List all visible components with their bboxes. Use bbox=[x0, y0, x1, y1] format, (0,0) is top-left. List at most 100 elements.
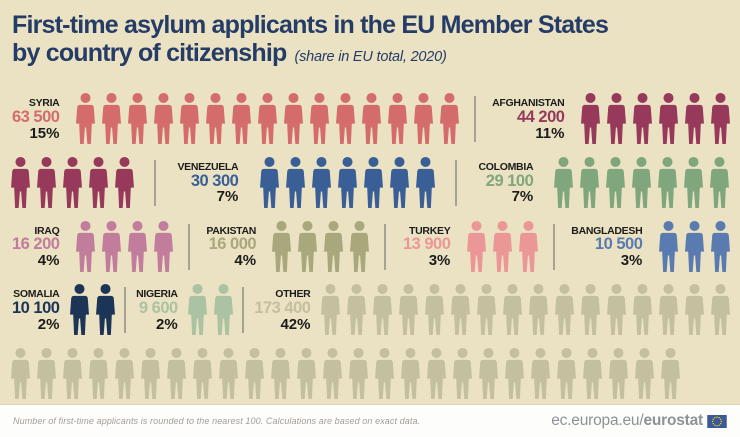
country-name: SOMALIA bbox=[13, 288, 60, 301]
person-icon bbox=[632, 284, 652, 336]
eurostat-url-bold: eurostat bbox=[643, 412, 703, 429]
person-icon bbox=[426, 347, 446, 399]
group-label-pakistan: PAKISTAN 16 000 4% bbox=[206, 224, 257, 270]
country-name: COLOMBIA bbox=[478, 160, 534, 173]
share-percent: 4% bbox=[234, 252, 257, 270]
person-icon bbox=[518, 220, 538, 272]
eu-flag-icon bbox=[707, 414, 727, 428]
person-icon bbox=[257, 92, 277, 144]
icon-group-other bbox=[7, 347, 683, 399]
person-icon bbox=[398, 284, 418, 336]
page-title-continued: by country of citizenship bbox=[12, 39, 287, 67]
group-label-bangladesh: BANGLADESH 10 500 3% bbox=[571, 225, 643, 270]
person-icon bbox=[361, 92, 381, 144]
share-percent: 3% bbox=[620, 252, 643, 270]
group-divider bbox=[454, 159, 457, 206]
person-icon bbox=[710, 156, 730, 208]
eurostat-url: ec.europa.eu/eurostat bbox=[551, 412, 727, 430]
person-icon bbox=[606, 92, 626, 144]
person-icon bbox=[272, 220, 292, 272]
person-icon bbox=[114, 347, 134, 399]
group-label-nigeria: NIGERIA 9 600 2% bbox=[136, 289, 178, 332]
share-percent: 15% bbox=[29, 124, 60, 142]
person-icon bbox=[710, 220, 730, 272]
icon-group-afghanistan bbox=[7, 156, 137, 208]
person-icon bbox=[114, 156, 134, 208]
person-icon bbox=[75, 220, 95, 272]
person-icon bbox=[296, 347, 316, 399]
person-icon bbox=[179, 92, 199, 144]
icon-group-iraq bbox=[72, 220, 176, 272]
person-icon bbox=[95, 284, 115, 336]
group-label-afghanistan: AFGHANISTAN 44 200 11% bbox=[492, 98, 565, 142]
person-icon bbox=[476, 284, 496, 336]
icon-group-venezuela bbox=[256, 156, 438, 208]
person-icon bbox=[684, 92, 704, 144]
icon-group-pakistan bbox=[269, 220, 373, 272]
eurostat-url-prefix: ec.europa.eu/ bbox=[551, 412, 644, 429]
person-icon bbox=[62, 347, 82, 399]
person-icon bbox=[634, 347, 654, 399]
person-icon bbox=[582, 347, 602, 399]
person-icon bbox=[270, 347, 290, 399]
group-divider bbox=[552, 223, 555, 270]
person-icon bbox=[322, 347, 342, 399]
person-icon bbox=[166, 347, 186, 399]
person-icon bbox=[658, 156, 678, 208]
person-icon bbox=[710, 92, 730, 144]
person-icon bbox=[606, 284, 626, 336]
pictogram-row bbox=[7, 343, 733, 399]
page-title: First-time asylum applicants in the EU M… bbox=[12, 11, 609, 39]
person-icon bbox=[36, 156, 56, 208]
person-icon bbox=[492, 220, 512, 272]
person-icon bbox=[372, 284, 392, 336]
share-percent: 4% bbox=[37, 252, 60, 270]
person-icon bbox=[684, 220, 704, 272]
header: First-time asylum applicants in the EU M… bbox=[0, 0, 740, 67]
share-percent: 11% bbox=[535, 124, 565, 142]
person-icon bbox=[127, 220, 147, 272]
person-icon bbox=[580, 92, 600, 144]
person-icon bbox=[346, 284, 366, 336]
share-percent: 2% bbox=[156, 315, 178, 333]
group-divider bbox=[473, 96, 476, 142]
icon-group-somalia bbox=[66, 283, 118, 336]
person-icon bbox=[285, 156, 305, 208]
person-icon bbox=[660, 347, 680, 399]
icon-group-syria bbox=[72, 92, 462, 144]
person-icon bbox=[466, 220, 486, 272]
footnote: Number of first-time applicants is round… bbox=[13, 416, 421, 426]
pictogram-row: IRAQ 16 200 4% PAKISTAN 16 000 4% TURKEY 13 900… bbox=[7, 216, 733, 272]
person-icon bbox=[363, 156, 383, 208]
pictogram-grid: SYRIA 63 500 15% AFGHANISTAN 44 200 11% VENEZU… bbox=[0, 86, 740, 403]
person-icon bbox=[424, 284, 444, 336]
person-icon bbox=[213, 284, 233, 336]
group-divider bbox=[153, 159, 156, 206]
applicant-count: 16 000 bbox=[208, 235, 257, 254]
country-name: OTHER bbox=[275, 288, 311, 301]
person-icon bbox=[324, 220, 344, 272]
group-label-other: OTHER 173 400 42% bbox=[254, 288, 311, 332]
group-label-syria: SYRIA 63 500 15% bbox=[12, 97, 60, 142]
person-icon bbox=[75, 92, 95, 144]
group-divider bbox=[187, 223, 190, 270]
share-percent: 7% bbox=[511, 188, 534, 206]
share-percent: 2% bbox=[37, 315, 60, 333]
applicant-count: 10 100 bbox=[12, 299, 60, 318]
person-icon bbox=[387, 92, 407, 144]
group-label-turkey: TURKEY 13 900 3% bbox=[403, 224, 451, 268]
person-icon bbox=[530, 347, 550, 399]
share-percent: 7% bbox=[216, 188, 239, 206]
country-name: TURKEY bbox=[409, 224, 451, 237]
icon-group-colombia bbox=[551, 156, 733, 208]
person-icon bbox=[69, 284, 89, 336]
person-icon bbox=[335, 92, 355, 144]
country-name: PAKISTAN bbox=[206, 224, 257, 237]
person-icon bbox=[374, 347, 394, 399]
group-label-colombia: COLOMBIA 29 100 7% bbox=[478, 162, 533, 205]
country-name: SYRIA bbox=[28, 97, 60, 110]
person-icon bbox=[153, 220, 173, 272]
group-divider bbox=[241, 287, 244, 334]
group-label-venezuela: VENEZUELA 30 300 7% bbox=[177, 162, 238, 205]
